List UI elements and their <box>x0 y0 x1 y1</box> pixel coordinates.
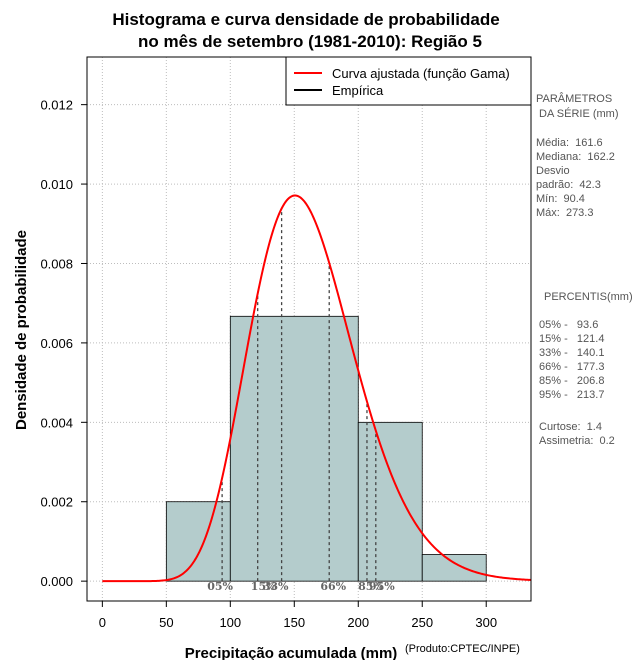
percentile-label: 85% <box>358 580 384 593</box>
stat-skewness: Assimetria: 0.2 <box>539 435 615 447</box>
stat-stddev: padrão: 42.3 <box>536 179 601 191</box>
legend: Curva ajustada (função Gama) Empírica <box>285 56 532 106</box>
percentil-85: 85% - 206.8 <box>539 375 604 387</box>
percentil-33: 33% - 140.1 <box>539 347 604 359</box>
percentil-95: 95% - 213.7 <box>539 389 604 401</box>
percentiles-panel: PERCENTIS(mm) 05% - 93.6 15% - 121.4 33%… <box>539 291 633 447</box>
legend-label-empirical: Empírica <box>332 83 384 98</box>
series-parameters-panel: PARÂMETROS DA SÉRIE (mm) Média: 161.6 Me… <box>536 92 619 219</box>
chart-title-line-1: Histograma e curva densidade de probabil… <box>112 10 499 29</box>
percentil-15: 15% - 121.4 <box>539 333 604 345</box>
y-axis: 0.000 0.002 0.004 0.006 0.008 0.010 0.012 <box>40 98 87 589</box>
x-tick-label: 250 <box>411 615 433 630</box>
y-tick-label: 0.006 <box>40 336 73 351</box>
percentile-label: 05% <box>207 580 233 593</box>
y-tick-label: 0.012 <box>40 98 73 113</box>
percentile-label: 66% <box>320 580 346 593</box>
percentil-66: 66% - 177.3 <box>539 361 604 373</box>
chart-title-line-2: no mês de setembro (1981-2010): Região 5 <box>138 32 482 51</box>
stat-mean: Média: 161.6 <box>536 137 603 149</box>
y-tick-label: 0.008 <box>40 256 73 271</box>
histogram-bar <box>357 421 423 582</box>
fitted-gamma-curve <box>102 194 532 583</box>
stat-stddev-label: Desvio <box>536 165 570 177</box>
y-tick-label: 0.002 <box>40 495 73 510</box>
stat-kurtosis: Curtose: 1.4 <box>539 421 602 433</box>
params-header-line-1: PARÂMETROS <box>536 92 612 105</box>
histogram-bar <box>229 315 359 582</box>
legend-box <box>285 56 532 106</box>
y-axis-title: Densidade de probabilidade <box>13 230 30 430</box>
params-header-line-2: DA SÉRIE (mm) <box>536 107 619 120</box>
x-tick-label: 50 <box>159 615 173 630</box>
percentile-label: 33% <box>263 580 289 593</box>
percentile-lines <box>221 208 377 582</box>
legend-label-fitted: Curva ajustada (função Gama) <box>332 66 510 81</box>
chart-title: Histograma e curva densidade de probabil… <box>112 10 499 51</box>
x-tick-label: 300 <box>475 615 497 630</box>
percentile-labels: 05% 15%33% 66% 85%95% <box>207 580 395 593</box>
percentile-label: 95% <box>369 580 395 593</box>
histogram-bar <box>421 554 487 582</box>
x-tick-label: 100 <box>219 615 241 630</box>
x-axis-title: Precipitação acumulada (mm) <box>185 645 398 660</box>
x-tick-label: 150 <box>283 615 305 630</box>
x-axis: 0 50 100 150 200 250 300 <box>99 600 497 630</box>
percentile-label: 15% <box>251 580 277 593</box>
histogram-bar <box>165 501 231 582</box>
y-tick-label: 0.004 <box>40 415 73 430</box>
x-tick-label: 200 <box>347 615 369 630</box>
stat-median: Mediana: 162.2 <box>536 151 615 163</box>
product-credit: (Produto:CPTEC/INPE) <box>405 643 520 655</box>
x-tick-label: 0 <box>99 615 106 630</box>
percentil-05: 05% - 93.6 <box>539 319 598 331</box>
histogram-bars <box>165 315 487 582</box>
percentis-header: PERCENTIS(mm) <box>544 291 633 303</box>
stat-min: Mín: 90.4 <box>536 193 585 205</box>
stat-max: Máx: 273.3 <box>536 207 593 219</box>
y-tick-label: 0.010 <box>40 177 73 192</box>
y-tick-label: 0.000 <box>40 574 73 589</box>
